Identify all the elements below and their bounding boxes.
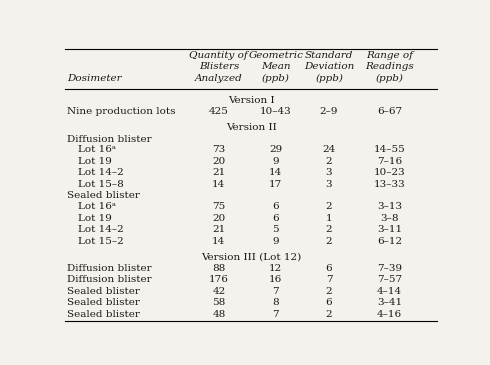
Text: 2–9: 2–9 <box>319 107 338 116</box>
Text: 21: 21 <box>212 168 225 177</box>
Text: Quantity of: Quantity of <box>190 51 248 60</box>
Text: Sealed blister: Sealed blister <box>67 310 140 319</box>
Text: (ppb): (ppb) <box>376 74 404 83</box>
Text: Version III (Lot 12): Version III (Lot 12) <box>201 252 301 261</box>
Text: 6: 6 <box>326 264 332 273</box>
Text: Deviation: Deviation <box>304 62 354 71</box>
Text: 48: 48 <box>212 310 225 319</box>
Text: 3–13: 3–13 <box>377 202 402 211</box>
Text: Sealed blister: Sealed blister <box>67 287 140 296</box>
Text: Lot 19: Lot 19 <box>78 157 112 166</box>
Text: 14: 14 <box>269 168 282 177</box>
Text: Lot 16ᵃ: Lot 16ᵃ <box>78 145 116 154</box>
Text: 7–16: 7–16 <box>377 157 402 166</box>
Text: Diffusion blister: Diffusion blister <box>67 264 151 273</box>
Text: 6: 6 <box>272 202 279 211</box>
Text: 7: 7 <box>326 275 332 284</box>
Text: Lot 15–8: Lot 15–8 <box>78 180 124 189</box>
Text: Readings: Readings <box>366 62 414 71</box>
Text: Lot 14–2: Lot 14–2 <box>78 225 124 234</box>
Text: Lot 14–2: Lot 14–2 <box>78 168 124 177</box>
Text: 58: 58 <box>212 299 225 307</box>
Text: Range of: Range of <box>366 51 413 60</box>
Text: 2: 2 <box>326 202 332 211</box>
Text: Geometric: Geometric <box>248 51 303 60</box>
Text: Nine production lots: Nine production lots <box>67 107 175 116</box>
Text: (ppb): (ppb) <box>262 74 290 83</box>
Text: 2: 2 <box>326 287 332 296</box>
Text: 10–23: 10–23 <box>374 168 406 177</box>
Text: 6–12: 6–12 <box>377 237 402 246</box>
Text: 7–39: 7–39 <box>377 264 402 273</box>
Text: 21: 21 <box>212 225 225 234</box>
Text: Standard: Standard <box>305 51 353 60</box>
Text: Dosimeter: Dosimeter <box>67 74 122 83</box>
Text: 2: 2 <box>326 310 332 319</box>
Text: 20: 20 <box>212 214 225 223</box>
Text: Analyzed: Analyzed <box>195 74 243 83</box>
Text: 6–67: 6–67 <box>377 107 402 116</box>
Text: 6: 6 <box>272 214 279 223</box>
Text: Lot 19: Lot 19 <box>78 214 112 223</box>
Text: Version I: Version I <box>228 96 274 105</box>
Text: 2: 2 <box>326 225 332 234</box>
Text: 3–41: 3–41 <box>377 299 402 307</box>
Text: 3: 3 <box>326 168 332 177</box>
Text: 4–14: 4–14 <box>377 287 402 296</box>
Text: 5: 5 <box>272 225 279 234</box>
Text: 16: 16 <box>269 275 282 284</box>
Text: 8: 8 <box>272 299 279 307</box>
Text: 14–55: 14–55 <box>374 145 406 154</box>
Text: 20: 20 <box>212 157 225 166</box>
Text: 3–8: 3–8 <box>380 214 399 223</box>
Text: Mean: Mean <box>261 62 291 71</box>
Text: 17: 17 <box>269 180 282 189</box>
Text: 3: 3 <box>326 180 332 189</box>
Text: Sealed blister: Sealed blister <box>67 191 140 200</box>
Text: 9: 9 <box>272 237 279 246</box>
Text: 4–16: 4–16 <box>377 310 402 319</box>
Text: Diffusion blister: Diffusion blister <box>67 275 151 284</box>
Text: 10–43: 10–43 <box>260 107 292 116</box>
Text: 6: 6 <box>326 299 332 307</box>
Text: 176: 176 <box>209 275 229 284</box>
Text: (ppb): (ppb) <box>315 74 343 83</box>
Text: 2: 2 <box>326 157 332 166</box>
Text: 12: 12 <box>269 264 282 273</box>
Text: 3–11: 3–11 <box>377 225 402 234</box>
Text: Lot 15–2: Lot 15–2 <box>78 237 124 246</box>
Text: 42: 42 <box>212 287 225 296</box>
Text: 88: 88 <box>212 264 225 273</box>
Text: 14: 14 <box>212 237 225 246</box>
Text: 24: 24 <box>322 145 336 154</box>
Text: 75: 75 <box>212 202 225 211</box>
Text: 425: 425 <box>209 107 229 116</box>
Text: 14: 14 <box>212 180 225 189</box>
Text: 9: 9 <box>272 157 279 166</box>
Text: Version II: Version II <box>226 123 276 132</box>
Text: 13–33: 13–33 <box>374 180 406 189</box>
Text: 73: 73 <box>212 145 225 154</box>
Text: 2: 2 <box>326 237 332 246</box>
Text: Blisters: Blisters <box>198 62 239 71</box>
Text: 7: 7 <box>272 287 279 296</box>
Text: 1: 1 <box>326 214 332 223</box>
Text: 7: 7 <box>272 310 279 319</box>
Text: 7–57: 7–57 <box>377 275 402 284</box>
Text: 29: 29 <box>269 145 282 154</box>
Text: Sealed blister: Sealed blister <box>67 299 140 307</box>
Text: Diffusion blister: Diffusion blister <box>67 135 151 143</box>
Text: Lot 16ᵃ: Lot 16ᵃ <box>78 202 116 211</box>
